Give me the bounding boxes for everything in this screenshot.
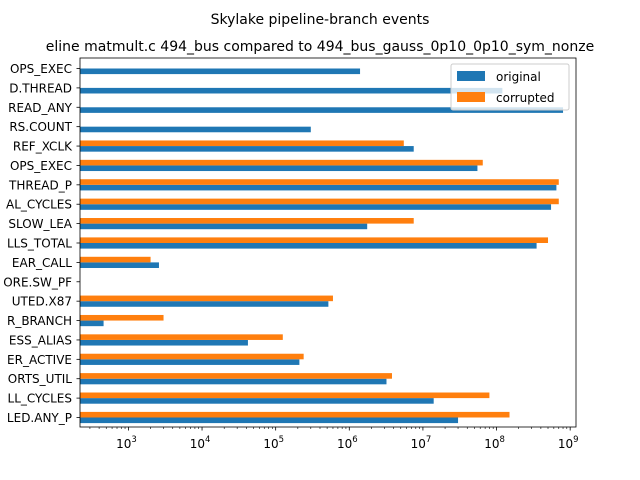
chart-subtitle: eline matmult.c 494_bus compared to 494_… (46, 39, 594, 55)
plot-area: OPS_EXEC D.THREAD READ_ANY RS.COUNT REF_XCLK… (3, 57, 579, 451)
y-tick-label-9: LLS_TOTAL (7, 237, 72, 251)
y-tick-label-16: ORTS_UTIL (8, 372, 73, 386)
x-tick-label-1: 104 (190, 435, 211, 451)
bar-original-15 (80, 359, 300, 365)
bar-original-14 (80, 339, 248, 346)
y-tick-label-8: SLOW_LEA (8, 217, 72, 231)
bar-original-17 (80, 398, 434, 404)
bar-corrupted-14 (80, 334, 283, 340)
bar-corrupted-9 (80, 237, 549, 243)
bar-original-4 (80, 146, 414, 152)
bar-original-9 (80, 243, 537, 249)
bar-original-0 (80, 68, 361, 75)
bar-original-7 (80, 204, 552, 210)
x-tick-label-0: 103 (116, 435, 137, 451)
legend-label-original: original (496, 70, 541, 84)
legend-swatch-corrupted (457, 92, 485, 102)
bar-corrupted-16 (80, 373, 392, 379)
y-tick-label-5: OPS_EXEC (10, 159, 72, 173)
bar-original-16 (80, 378, 387, 385)
x-tick-label-5: 108 (484, 435, 505, 451)
bar-original-13 (80, 320, 104, 327)
bar-corrupted-5 (80, 159, 483, 166)
bar-original-8 (80, 223, 368, 230)
bar-original-3 (80, 126, 311, 133)
y-tick-label-15: ER_ACTIVE (7, 353, 72, 367)
bar-original-12 (80, 301, 329, 307)
bar-original-5 (80, 165, 478, 172)
x-tick-label-6: 109 (558, 435, 579, 451)
y-tick-label-2: READ_ANY (8, 101, 73, 115)
y-tick-label-13: R_BRANCH (7, 314, 72, 328)
axes-frame (79, 57, 577, 428)
bar-corrupted-6 (80, 179, 559, 185)
legend-label-corrupted: corrupted (496, 91, 555, 105)
bar-corrupted-10 (80, 256, 151, 263)
x-tick-label-3: 106 (337, 435, 358, 451)
y-tick-label-14: ESS_ALIAS (9, 333, 72, 347)
y-tick-label-10: EAR_CALL (12, 256, 72, 270)
bar-corrupted-17 (80, 392, 490, 399)
bar-original-10 (80, 262, 159, 268)
bar-original-1 (80, 87, 503, 94)
y-tick-label-1: D.THREAD (9, 81, 72, 95)
y-tick-label-6: THREAD_P (8, 178, 72, 192)
x-tick-label-4: 107 (411, 435, 432, 451)
bar-original-2 (80, 107, 564, 113)
bar-corrupted-13 (80, 314, 164, 321)
legend-swatch-original (457, 71, 485, 81)
bar-corrupted-15 (80, 353, 304, 360)
bar-corrupted-8 (80, 218, 414, 224)
y-tick-label-12: UTED.X87 (12, 295, 72, 309)
y-tick-label-18: LED.ANY_P (7, 411, 72, 425)
y-tick-label-11: ORE.SW_PF (3, 275, 72, 289)
bar-original-18 (80, 417, 459, 424)
chart-title: Skylake pipeline-branch events (211, 12, 430, 28)
y-tick-label-17: LL_CYCLES (8, 392, 72, 406)
y-tick-label-3: RS.COUNT (9, 120, 72, 134)
bar-corrupted-7 (80, 198, 559, 205)
bar-corrupted-18 (80, 411, 510, 418)
bar-corrupted-12 (80, 295, 333, 302)
y-tick-label-4: REF_XCLK (13, 140, 73, 154)
x-tick-label-2: 105 (263, 435, 284, 451)
y-tick-label-0: OPS_EXEC (10, 62, 72, 76)
y-tick-label-7: AL_CYCLES (6, 198, 72, 212)
bar-original-6 (80, 184, 557, 191)
bar-corrupted-4 (80, 140, 404, 147)
